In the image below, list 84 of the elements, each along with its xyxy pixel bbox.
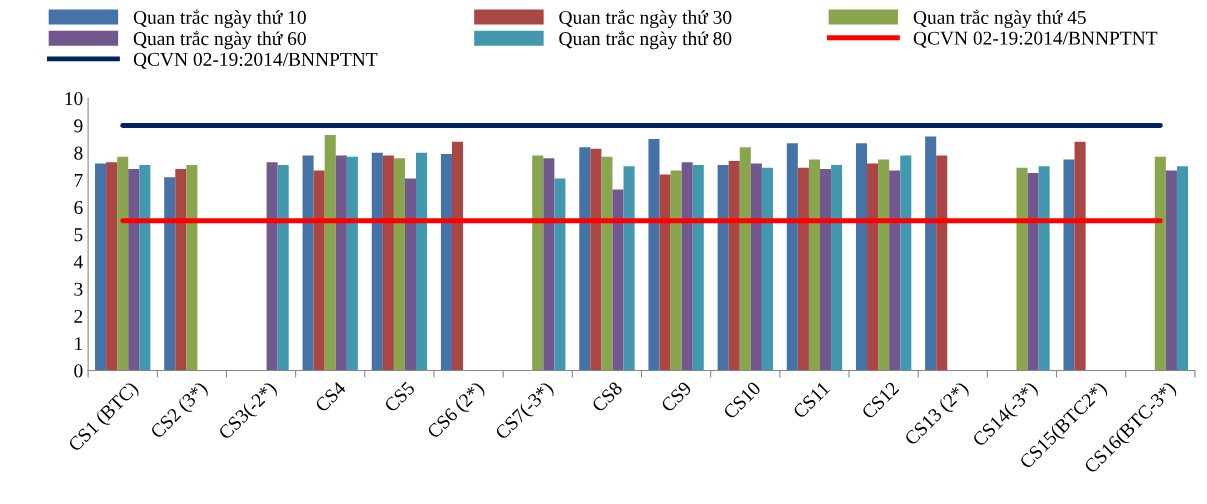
bar [164, 177, 176, 371]
bar [925, 136, 937, 371]
y-tick-label: 7 [74, 173, 83, 187]
bar [139, 164, 151, 371]
bar [416, 152, 428, 371]
bar [612, 189, 624, 371]
bar [786, 143, 798, 371]
bar [831, 164, 843, 371]
bar [601, 156, 613, 371]
y-tick-label: 4 [73, 255, 83, 269]
y-tick-label: 10 [65, 92, 83, 106]
bar [681, 162, 693, 371]
bar [590, 148, 602, 371]
y-tick-label: 1 [75, 337, 83, 350]
bar [117, 156, 129, 371]
bar [820, 169, 832, 371]
bar [554, 178, 566, 371]
legend-label: Quan trắc ngày thứ 10 [133, 9, 306, 28]
bar [692, 164, 704, 371]
bar [382, 155, 394, 371]
bar [1165, 170, 1177, 371]
bar [440, 154, 452, 371]
bar [313, 170, 325, 371]
bar [335, 155, 347, 371]
bar [1176, 166, 1189, 371]
x-tick-label: CS9 [660, 380, 693, 413]
bar [1038, 166, 1050, 371]
x-tick-label: CS2 (3*) [149, 380, 211, 442]
bar [1154, 156, 1166, 371]
bar [808, 159, 820, 371]
y-tick-label: 3 [74, 282, 83, 296]
bar [532, 155, 544, 371]
bar [543, 158, 555, 371]
bar [889, 170, 901, 371]
bar [346, 156, 358, 371]
bar [175, 169, 187, 371]
bar [936, 155, 948, 371]
bar [393, 158, 405, 371]
bar [277, 164, 289, 371]
bar [128, 169, 140, 371]
y-tick-label: 6 [74, 201, 83, 215]
bar [1016, 167, 1028, 371]
bar [324, 135, 336, 371]
bar [1063, 159, 1075, 371]
bar [878, 159, 890, 371]
bar [900, 155, 912, 371]
y-tick-label: 8 [74, 146, 83, 160]
bar [404, 178, 417, 371]
legend-label: Quan trắc ngày thứ 60 [133, 30, 306, 50]
bar [750, 163, 762, 371]
bar [797, 167, 809, 371]
legend-label: QCVN 02-19:2014/BNNPTNT [133, 52, 378, 69]
bar [1027, 173, 1039, 371]
legend-label: Quan trắc ngày thứ 45 [913, 9, 1086, 28]
bar [186, 164, 198, 371]
x-tick-label: CS6 (2*) [426, 380, 488, 442]
bar [855, 143, 868, 371]
x-tick-label: CS8 [591, 380, 623, 413]
bar [266, 162, 278, 371]
bar [623, 166, 635, 371]
x-tick-label: CS4 [314, 380, 347, 413]
bar [1074, 141, 1086, 371]
bar [867, 163, 879, 371]
bar [371, 152, 383, 371]
bar [659, 174, 671, 371]
bar [739, 147, 751, 371]
bar [761, 167, 773, 371]
legend-label: QCVN 02-19:2014/BNNPTNT [913, 31, 1158, 48]
y-tick-label: 2 [74, 309, 83, 323]
legend-label: Quan trắc ngày thứ 30 [559, 9, 732, 28]
y-tick-label: 9 [74, 119, 83, 133]
bar [728, 160, 740, 371]
legend-label: Quan trắc ngày thứ 80 [559, 30, 732, 50]
bar [451, 141, 464, 371]
y-tick-label: 0 [74, 364, 83, 378]
y-tick-label: 5 [74, 228, 83, 242]
bar [579, 147, 591, 371]
bar [302, 155, 314, 371]
bar [670, 170, 682, 371]
bar [717, 164, 729, 371]
bar [106, 162, 118, 371]
x-tick-label: CS5 [383, 380, 416, 413]
bar [648, 139, 660, 371]
bar [95, 163, 107, 371]
